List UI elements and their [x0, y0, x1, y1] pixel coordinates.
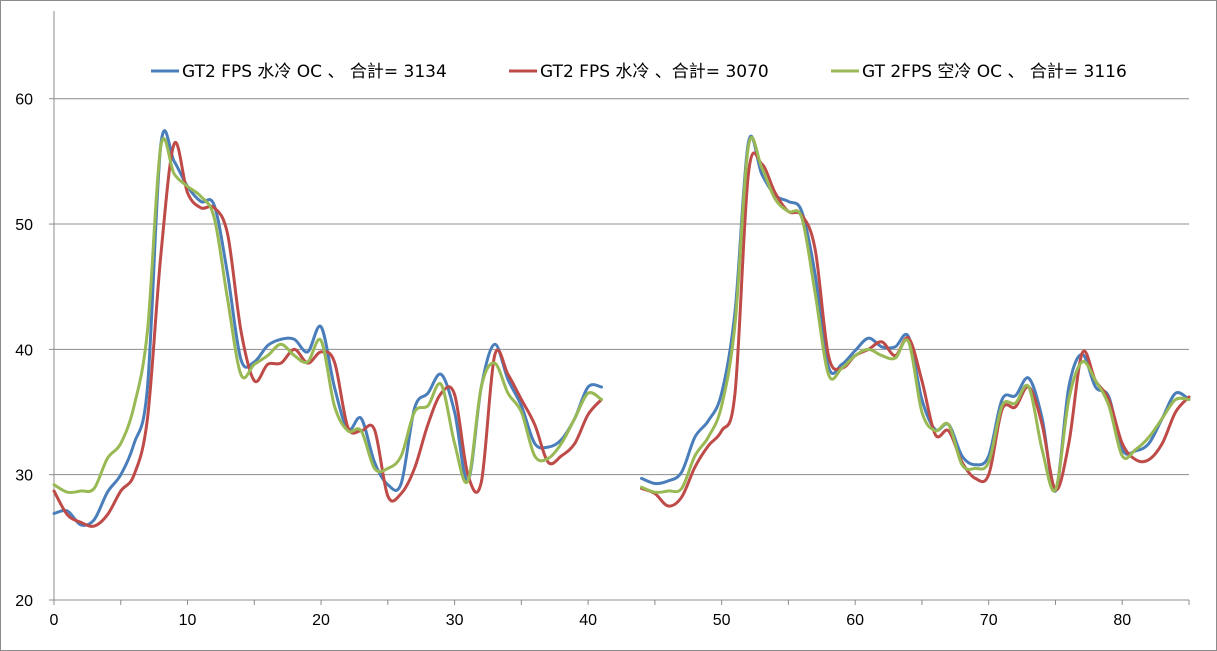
x-tick-label: 20 [312, 612, 330, 629]
series-2-line-segment-1 [52, 140, 603, 528]
x-tick-label: 10 [179, 612, 197, 629]
series-1-line-segment-1 [52, 129, 603, 527]
x-tick-label: 0 [50, 612, 59, 629]
x-tick-label: 40 [579, 612, 597, 629]
x-tick-label: 50 [713, 612, 731, 629]
y-tick-label: 20 [15, 593, 33, 610]
legend-label-1: GT2 FPS 水冷 OC 、 合計= 3134 [182, 62, 447, 82]
y-tick-label: 30 [15, 468, 33, 485]
y-tick-label: 60 [15, 92, 33, 109]
y-tick-label: 40 [15, 342, 33, 359]
x-tick-label: 30 [446, 612, 464, 629]
x-tick-label: 60 [846, 612, 864, 629]
y-tick-label: 50 [15, 217, 33, 234]
series-3-line-segment-2 [640, 135, 1191, 494]
legend-label-3: GT 2FPS 空冷 OC 、 合計= 3116 [862, 62, 1127, 82]
series-2-line-segment-2 [640, 151, 1191, 508]
series-3-line-segment-1 [52, 137, 603, 495]
series-1-line-segment-2 [640, 134, 1191, 493]
x-tick-label: 70 [980, 612, 998, 629]
legend-label-2: GT2 FPS 水冷 、合計= 3070 [540, 62, 769, 82]
x-tick-label: 80 [1113, 612, 1131, 629]
